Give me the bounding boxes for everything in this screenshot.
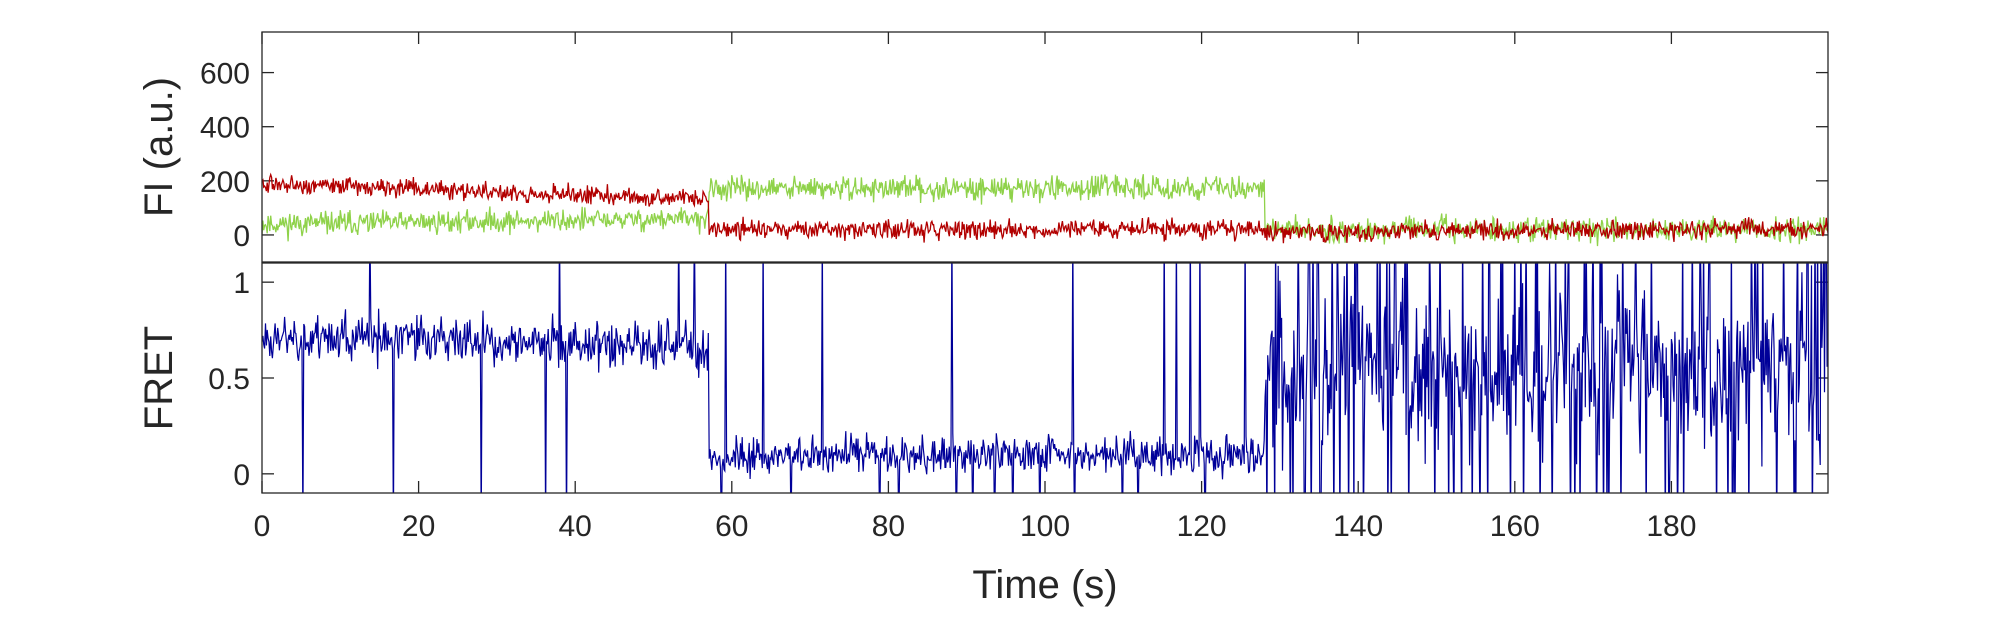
time-xtick-label: 0 bbox=[254, 510, 271, 543]
fret-ytick-label: 0 bbox=[233, 459, 250, 492]
time-xtick-label: 20 bbox=[402, 510, 435, 543]
fret-axes-box bbox=[261, 262, 1829, 494]
fret-panel: 0 0.5 1 0 20 40 60 80 100 120 140 160 180 FRET Time … bbox=[137, 262, 1829, 607]
time-xtick-label: 120 bbox=[1177, 510, 1227, 543]
time-xtick-label: 40 bbox=[559, 510, 592, 543]
time-xtick-label: 160 bbox=[1490, 510, 1540, 543]
time-xtick-label: 180 bbox=[1646, 510, 1696, 543]
time-xtick-label: 140 bbox=[1333, 510, 1383, 543]
intensity-panel: 0 200 400 600 FI (a.u.) bbox=[137, 31, 1829, 263]
time-x-axis-label: Time (s) bbox=[972, 563, 1117, 607]
intensity-ytick-label: 200 bbox=[200, 166, 250, 199]
fret-efficiency-line bbox=[262, 263, 1828, 493]
intensity-ytick-label: 600 bbox=[200, 58, 250, 91]
time-xtick-label: 60 bbox=[715, 510, 748, 543]
acceptor-intensity-line bbox=[262, 172, 1828, 244]
intensity-ytick-label: 400 bbox=[200, 112, 250, 145]
intensity-ytick-label: 0 bbox=[233, 220, 250, 253]
intensity-axes-box bbox=[261, 31, 1829, 263]
time-xtick-label: 80 bbox=[872, 510, 905, 543]
time-xtick-label: 100 bbox=[1020, 510, 1070, 543]
fret-traces bbox=[262, 263, 1828, 493]
intensity-y-axis-label: FI (a.u.) bbox=[137, 77, 181, 217]
fret-ytick-label: 0.5 bbox=[208, 363, 250, 396]
intensity-traces bbox=[262, 172, 1828, 247]
fret-ytick-label: 1 bbox=[233, 267, 250, 300]
fret-axis-ticks: 0 0.5 1 0 20 40 60 80 100 120 140 160 180 bbox=[208, 267, 1828, 543]
intensity-axis-ticks: 0 200 400 600 bbox=[200, 32, 1828, 253]
fret-y-axis-label: FRET bbox=[137, 326, 181, 430]
